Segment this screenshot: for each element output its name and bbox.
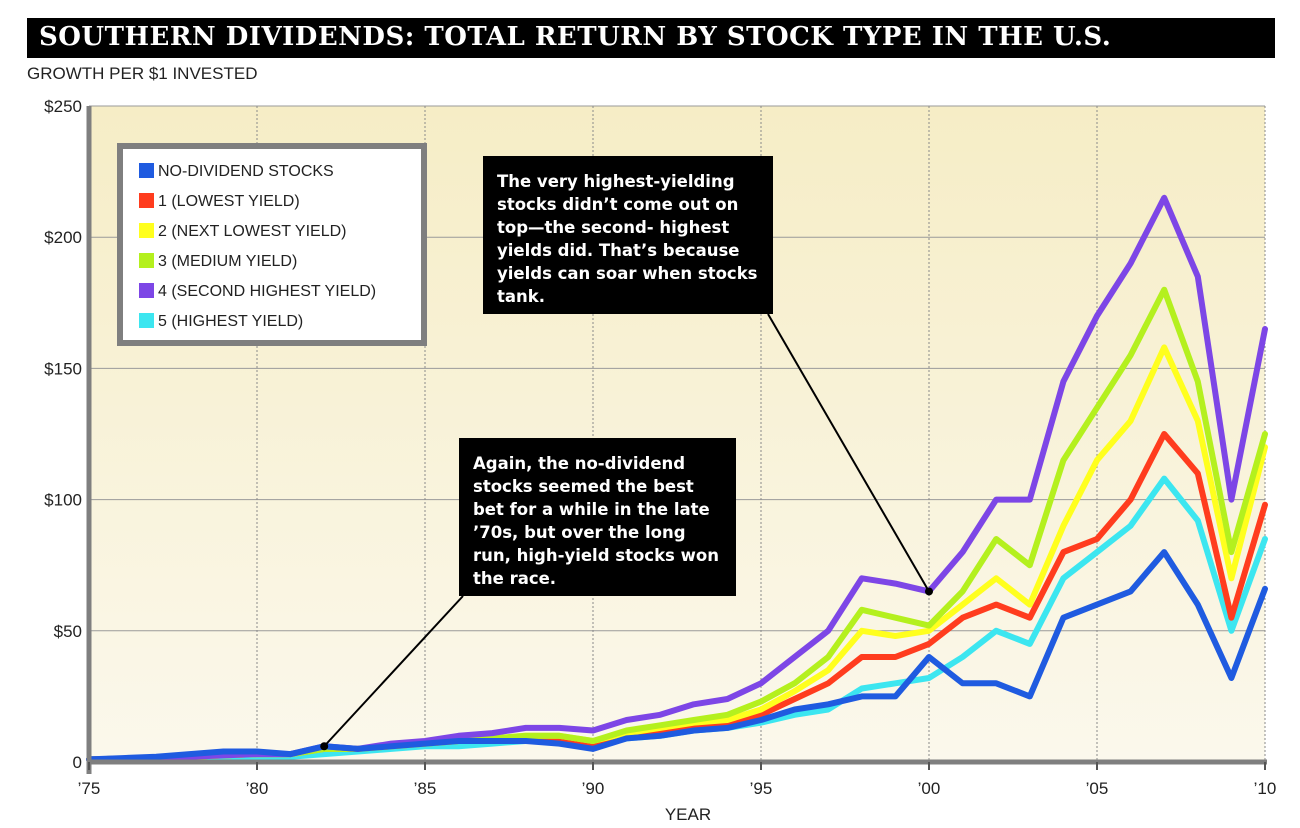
- y-tick-label: $150: [44, 359, 82, 378]
- legend-item: NO-DIVIDEND STOCKS: [139, 163, 334, 185]
- legend-label: 3 (MEDIUM YIELD): [158, 253, 298, 270]
- legend-item: 4 (SECOND HIGHEST YIELD): [139, 283, 376, 305]
- legend-label: 5 (HIGHEST YIELD): [158, 313, 304, 330]
- chart-subtitle: GROWTH PER $1 INVESTED: [27, 64, 258, 83]
- annotation-bottom: Again, the no-dividend stocks seemed the…: [459, 438, 736, 596]
- legend-swatch: [139, 193, 154, 208]
- y-tick-label: $200: [44, 228, 82, 247]
- x-tick-label: ’05: [1086, 779, 1109, 798]
- annotation-leaders: [320, 313, 933, 751]
- axes: [86, 106, 1267, 774]
- y-tick-label: $100: [44, 491, 82, 510]
- legend-swatch: [139, 253, 154, 268]
- legend-item: 3 (MEDIUM YIELD): [139, 253, 297, 275]
- legend-label: 4 (SECOND HIGHEST YIELD): [158, 283, 377, 300]
- legend-item: 1 (LOWEST YIELD): [139, 193, 300, 215]
- title-bar: SOUTHERN DIVIDENDS: TOTAL RETURN BY STOC…: [27, 18, 1275, 58]
- x-tick-label: ’00: [918, 779, 941, 798]
- legend-swatch: [139, 223, 154, 238]
- x-tick-label: ’10: [1254, 779, 1277, 798]
- x-tick-label: ’90: [582, 779, 605, 798]
- x-tick-label: ’85: [414, 779, 437, 798]
- chart-title: SOUTHERN DIVIDENDS: TOTAL RETURN BY STOC…: [39, 22, 1112, 52]
- x-tick-label: ’95: [750, 779, 773, 798]
- legend: NO-DIVIDEND STOCKS 1 (LOWEST YIELD) 2 (NEX…: [117, 143, 427, 346]
- tick-labels: 0 $50 $100 $150 $200 $250 ’75 ’80 ’85 ’90 ’95 ’00 ’0…: [44, 97, 1276, 798]
- legend-swatch: [139, 163, 154, 178]
- series-lines: [86, 194, 1268, 763]
- y-tick-label: $50: [54, 622, 82, 641]
- y-tick-label: 0: [73, 753, 82, 772]
- legend-swatch: [139, 313, 154, 328]
- leader-line-top: [767, 313, 930, 592]
- x-axis-label: YEAR: [665, 805, 711, 824]
- legend-item: 5 (HIGHEST YIELD): [139, 313, 303, 335]
- y-tick-label: $250: [44, 97, 82, 116]
- x-tick-label: ’80: [246, 779, 269, 798]
- legend-item: 2 (NEXT LOWEST YIELD): [139, 223, 347, 245]
- annotation-top: The very highest-yielding stocks didn’t …: [483, 156, 773, 314]
- leader-dot-top: [925, 587, 933, 596]
- leader-line-bottom: [323, 595, 464, 747]
- x-tick-label: ’75: [78, 779, 101, 798]
- legend-label: NO-DIVIDEND STOCKS: [158, 163, 334, 180]
- series-line-no-dividend: [86, 549, 1268, 763]
- legend-label: 2 (NEXT LOWEST YIELD): [158, 223, 347, 240]
- legend-label: 1 (LOWEST YIELD): [158, 193, 300, 210]
- legend-swatch: [139, 283, 154, 298]
- leader-dot-bottom: [320, 742, 329, 751]
